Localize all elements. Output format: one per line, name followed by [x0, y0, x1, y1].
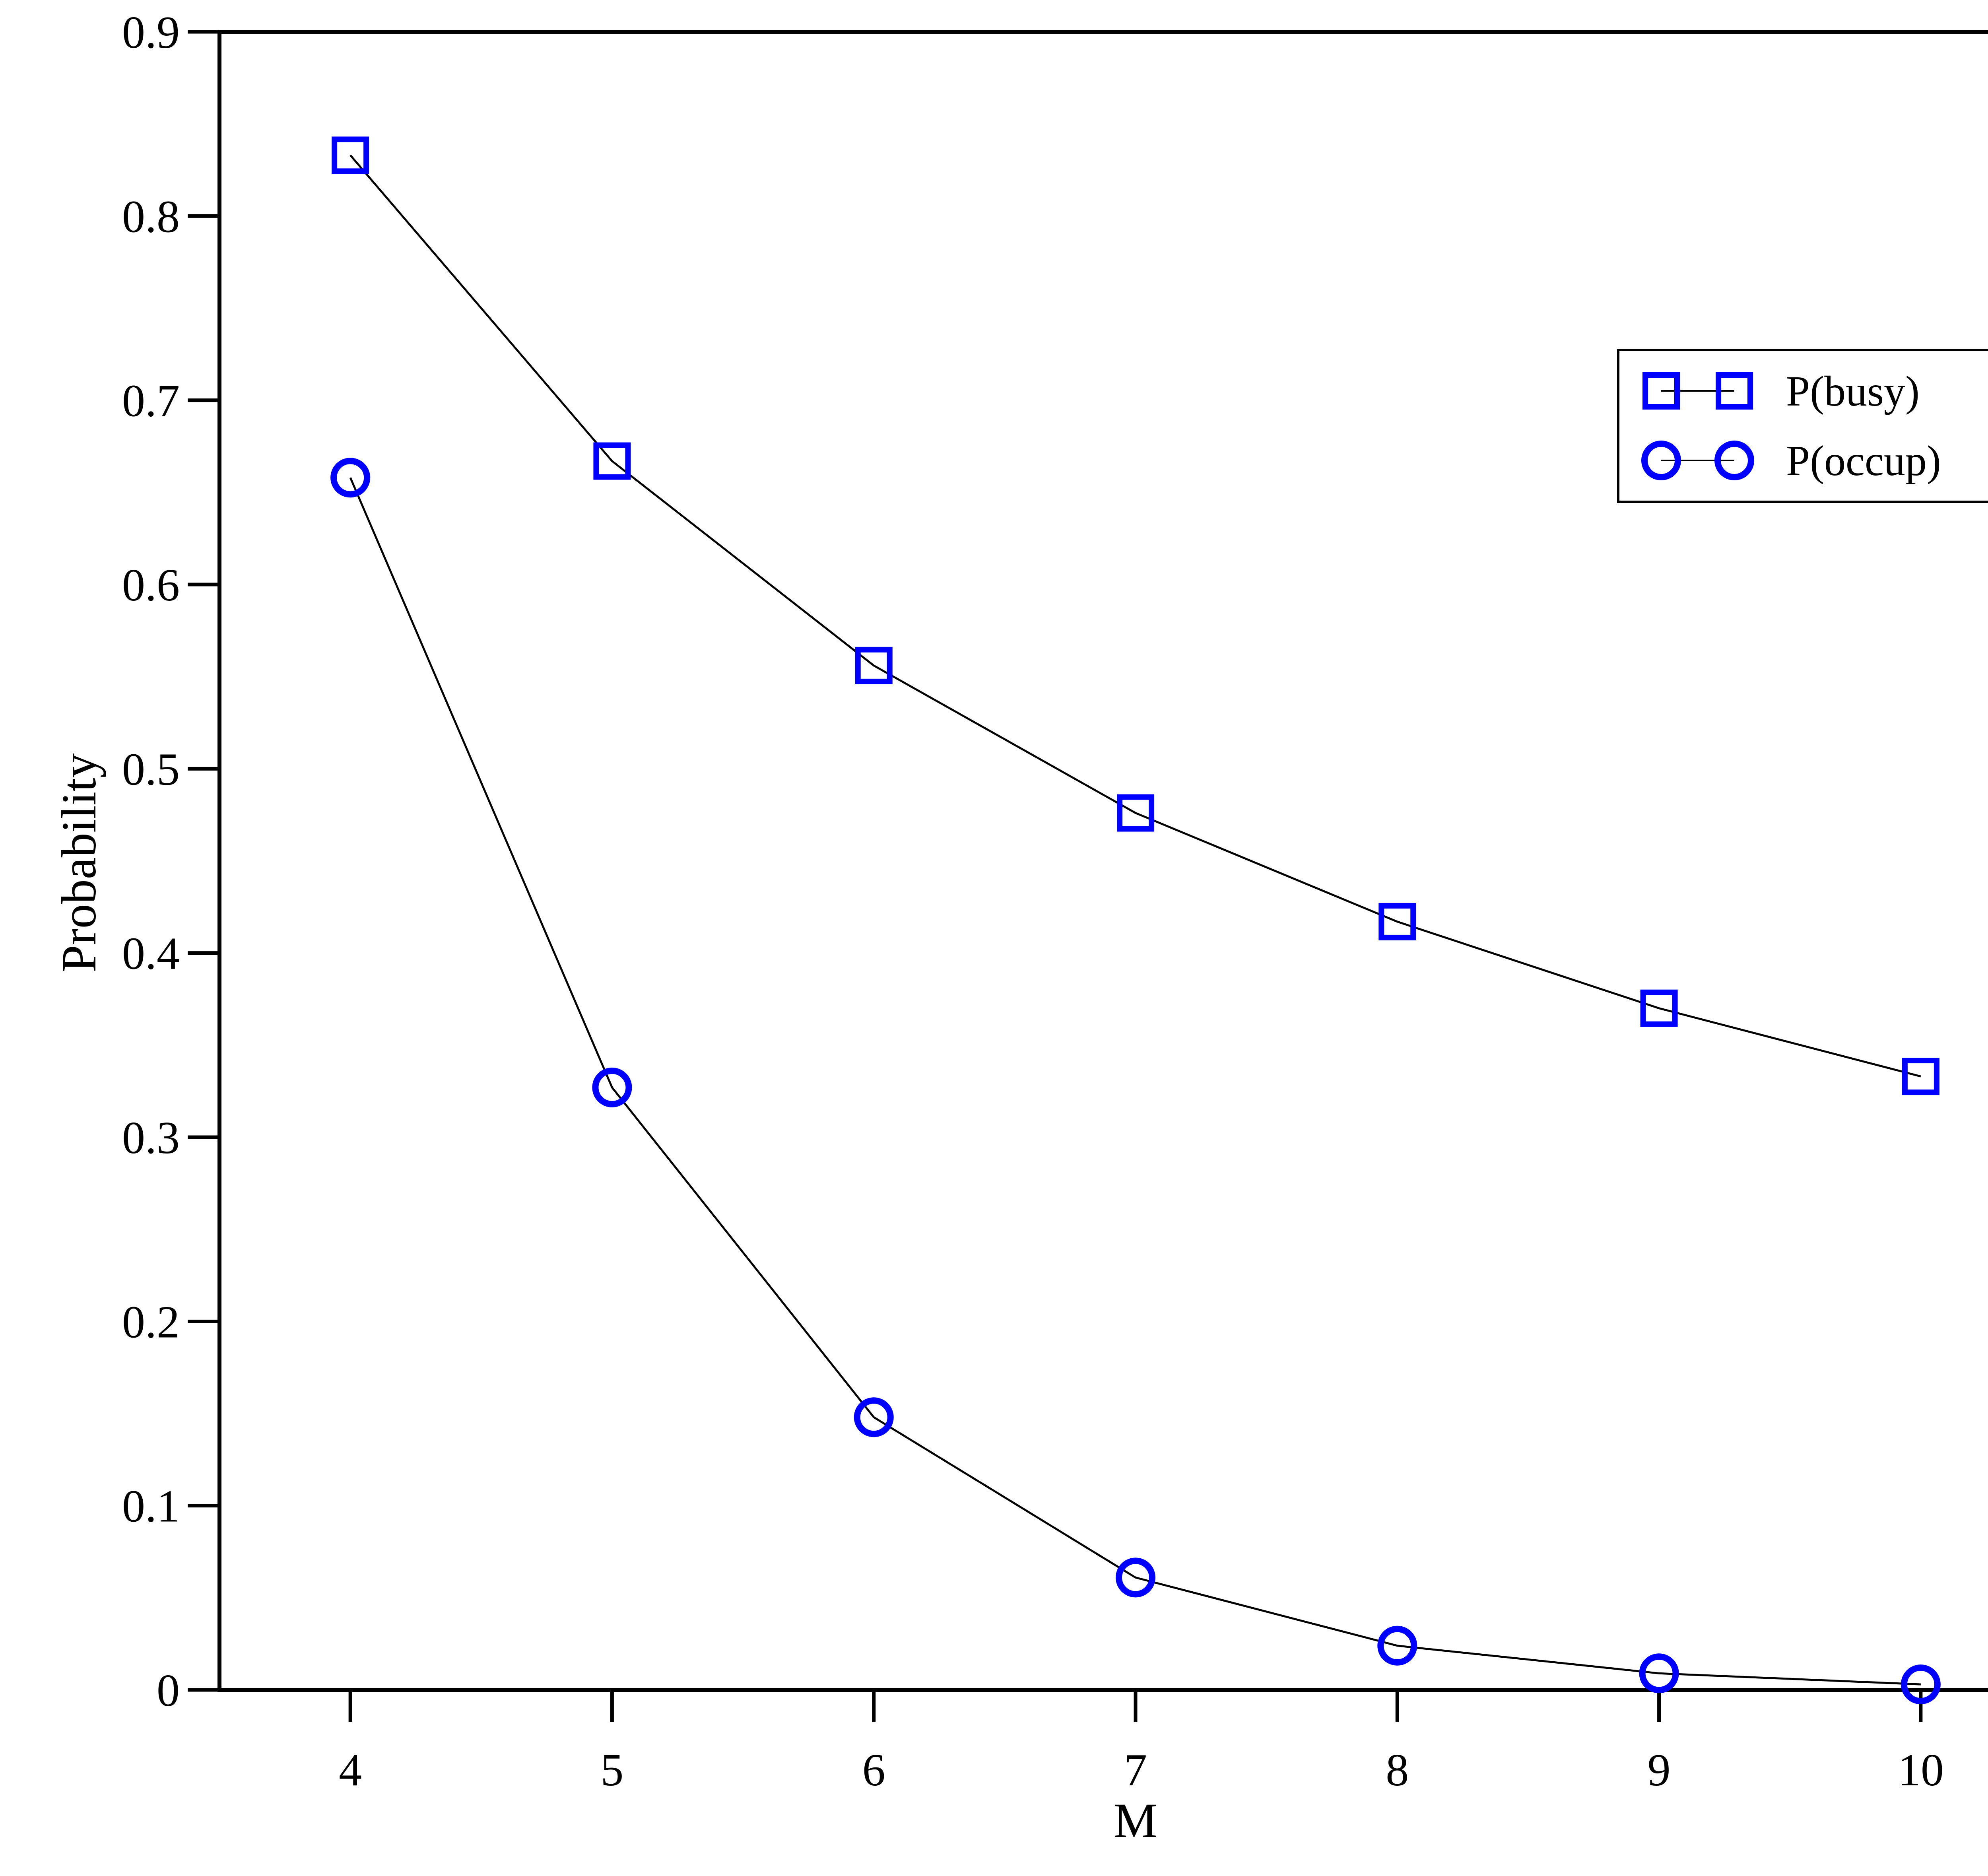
data-point-busy — [593, 442, 631, 480]
y-axis-title: Probability — [52, 753, 106, 972]
data-point-busy — [855, 647, 893, 684]
data-point-occup — [1116, 1558, 1155, 1598]
series-line-occup — [349, 477, 1921, 1686]
legend: P(busy) P(occup) — [1617, 349, 1988, 503]
x-tick-label: 9 — [1648, 1745, 1671, 1796]
series-line-busy — [349, 154, 1921, 1078]
y-tick-label: 0.7 — [122, 376, 180, 427]
y-tick-label: 0.2 — [122, 1297, 180, 1348]
x-tick-label: 8 — [1386, 1745, 1409, 1796]
y-tick-label: 0.6 — [122, 560, 180, 611]
y-tick-label: 0.4 — [122, 928, 180, 979]
data-point-busy — [1117, 794, 1154, 832]
legend-item-busy: P(busy) — [1642, 368, 1920, 415]
data-point-busy — [332, 136, 369, 174]
legend-label-occup: P(occup) — [1786, 437, 1941, 485]
y-tick-label: 0 — [157, 1665, 180, 1716]
y-tick-label: 0.5 — [122, 744, 180, 795]
legend-square-marker-icon — [1642, 372, 1680, 410]
x-tick-label: 6 — [862, 1745, 885, 1796]
x-tick-label: 7 — [1124, 1745, 1147, 1796]
data-point-busy — [1378, 903, 1416, 940]
x-tick-label: 5 — [600, 1745, 623, 1796]
data-point-busy — [1902, 1058, 1939, 1095]
data-point-occup — [330, 458, 371, 498]
series-lines — [349, 154, 1921, 1686]
data-point-occup — [592, 1067, 632, 1107]
series-markers — [330, 136, 1941, 1705]
data-point-occup — [1377, 1625, 1417, 1666]
y-tick-label: 0.3 — [122, 1113, 180, 1163]
legend-square-marker-icon — [1716, 372, 1753, 410]
x-axis-title: M — [1114, 1793, 1157, 1848]
data-point-occup — [854, 1397, 894, 1437]
data-point-occup — [1901, 1664, 1941, 1705]
y-axis-ticks: 0 0.1 0.2 0.3 0.4 0.5 0.6 0.7 0.8 0.9 — [122, 7, 219, 1716]
legend-item-occup: P(occup) — [1641, 437, 1941, 485]
legend-circle-marker-icon — [1714, 441, 1754, 480]
data-point-occup — [1639, 1653, 1679, 1693]
x-tick-label: 4 — [339, 1745, 362, 1796]
data-point-busy — [1640, 989, 1678, 1027]
y-tick-label: 0.9 — [122, 7, 180, 58]
y-tick-label: 0.1 — [122, 1481, 180, 1532]
y-tick-label: 0.8 — [122, 191, 180, 242]
x-tick-label: 10 — [1898, 1745, 1944, 1796]
x-axis-ticks: 4 5 6 7 8 9 10 — [339, 1690, 1944, 1796]
legend-circle-marker-icon — [1641, 441, 1681, 480]
legend-label-busy: P(busy) — [1786, 368, 1920, 415]
